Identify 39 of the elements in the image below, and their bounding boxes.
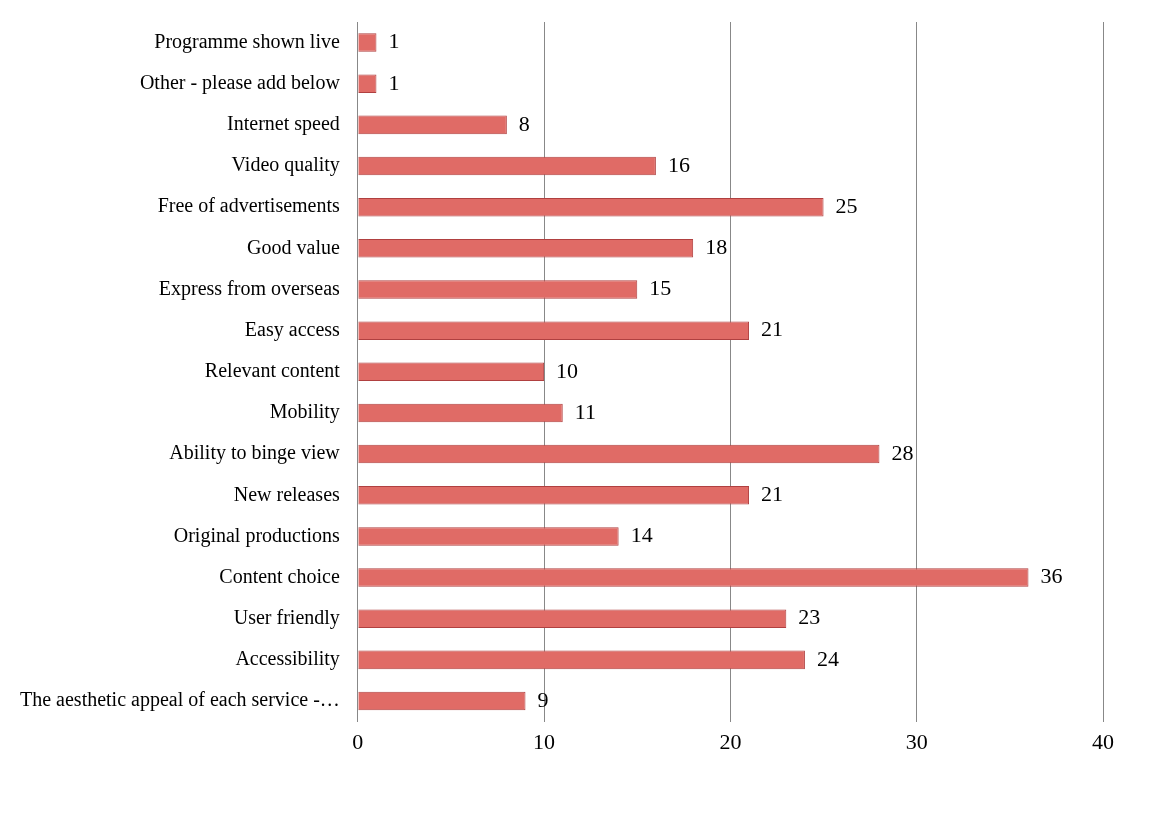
data-label: 10 (556, 357, 579, 383)
y-tick-label: Video quality (231, 153, 340, 177)
y-tick-label: The aesthetic appeal of each service -… (20, 688, 340, 712)
x-tick-label: 0 (352, 728, 364, 754)
y-tick-label: Free of advertisements (157, 194, 341, 217)
data-label: 1 (388, 28, 400, 54)
data-label: 28 (891, 439, 914, 465)
data-label: 24 (816, 645, 839, 671)
data-label: 23 (798, 604, 821, 630)
y-tick-label: Easy access (244, 317, 341, 341)
data-label: 21 (761, 481, 784, 507)
data-label: 8 (518, 110, 530, 136)
x-tick-label: 10 (533, 728, 556, 754)
data-label: 15 (649, 275, 672, 301)
y-tick-label: Good value (247, 235, 340, 258)
y-tick-label: Accessibility (235, 647, 340, 671)
x-tick-label: 30 (905, 728, 928, 754)
y-tick-label: Internet speed (227, 112, 340, 136)
data-label: 11 (574, 398, 596, 424)
data-label: 9 (537, 686, 549, 712)
y-tick-label: Content choice (219, 564, 340, 587)
data-label: 21 (761, 316, 784, 342)
y-tick-label: Mobility (269, 400, 340, 424)
y-tick-label: Relevant content (204, 359, 341, 382)
x-tick-label: 20 (719, 728, 742, 754)
x-tick-label: 40 (1092, 728, 1114, 754)
data-label: 1 (388, 69, 400, 95)
y-tick-label: Other - please add below (139, 70, 341, 94)
data-label: 14 (630, 522, 653, 548)
data-label: 18 (705, 234, 728, 260)
data-label: 36 (1040, 563, 1063, 589)
y-tick-label: New releases (233, 482, 341, 505)
y-tick-label: Original productions (173, 523, 341, 547)
y-tick-label: Ability to binge view (169, 441, 341, 465)
y-tick-label: Programme shown live (154, 29, 340, 53)
y-tick-label: User friendly (233, 605, 340, 629)
data-label: 16 (667, 151, 690, 177)
y-tick-label: Express from overseas (158, 276, 341, 300)
data-label: 25 (835, 192, 858, 218)
